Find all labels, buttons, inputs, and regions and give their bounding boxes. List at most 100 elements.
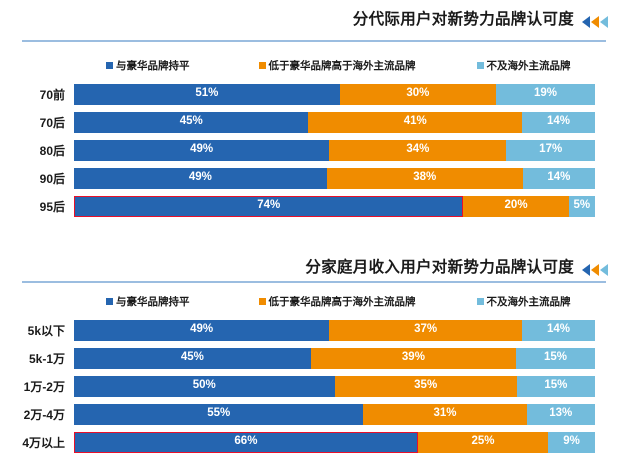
bar-segment[interactable]: 13% <box>526 403 595 425</box>
bar-segment[interactable]: 51% <box>74 83 340 105</box>
bar-segment[interactable]: 30% <box>339 83 496 105</box>
bar-row: 90后 49% 38% 14% <box>0 166 620 190</box>
page-title: 分代际用户对新势力品牌认可度 <box>352 11 574 28</box>
bar-segment[interactable]: 15% <box>516 375 595 397</box>
title-arrows <box>581 264 608 276</box>
bar-value-label: 31% <box>433 407 457 420</box>
bar-row: 80后 49% 34% 17% <box>0 138 620 162</box>
category-label: 80后 <box>39 143 65 158</box>
triangle-left-lightblue-icon <box>600 264 608 276</box>
category-label: 5k-1万 <box>28 351 65 366</box>
bar-segment[interactable]: 74% <box>74 195 464 217</box>
bar-segment[interactable]: 14% <box>522 319 595 341</box>
bar-segment[interactable]: 14% <box>522 111 595 133</box>
bar-value-label: 17% <box>539 143 563 156</box>
bar-value-label: 14% <box>547 115 571 128</box>
bar-value-label: 41% <box>403 115 427 128</box>
legend-item[interactable]: 与豪华品牌持平 <box>106 294 190 309</box>
category-label: 90后 <box>39 171 65 186</box>
stacked-bar-track: 50% 35% 15% <box>74 375 595 397</box>
bar-segment[interactable]: 49% <box>74 167 327 189</box>
bar-segment[interactable]: 14% <box>522 167 595 189</box>
category-label: 1万-2万 <box>23 379 65 394</box>
legend-item[interactable]: 不及海外主流品牌 <box>476 294 571 309</box>
category-label: 70后 <box>39 115 65 130</box>
chart-legend: 与豪华品牌持平 低于豪华品牌高于海外主流品牌 不及海外主流品牌 <box>0 292 620 310</box>
bar-segment[interactable]: 31% <box>363 403 527 425</box>
category-label: 2万-4万 <box>23 407 65 422</box>
bar-segment[interactable]: 49% <box>74 139 330 161</box>
bar-value-label: 5% <box>573 199 591 212</box>
stacked-bar-track: 49% 38% 14% <box>74 167 595 189</box>
legend-item[interactable]: 不及海外主流品牌 <box>476 58 571 73</box>
bar-segment[interactable]: 25% <box>417 431 549 453</box>
title-arrows <box>581 16 608 28</box>
bar-value-label: 20% <box>504 199 528 212</box>
bar-segment[interactable]: 5% <box>568 195 595 217</box>
bar-row: 2万-4万 55% 31% 13% <box>0 402 620 426</box>
bar-segment[interactable]: 38% <box>326 167 523 189</box>
bar-segment[interactable]: 66% <box>74 431 418 453</box>
stacked-bar-track: 55% 31% 13% <box>74 403 595 425</box>
bar-row: 70后 45% 41% 14% <box>0 110 620 134</box>
bar-row: 4万以上 66% 25% 9% <box>0 430 620 454</box>
triangle-left-blue-icon <box>582 16 590 28</box>
stacked-bar-chart: 70前 51% 30% 19% 70后 45% 41% 14% 80后 49% 34% 17% 90后 4… <box>0 82 620 222</box>
bar-segment[interactable]: 35% <box>334 375 517 397</box>
stacked-bar-track: 49% 34% 17% <box>74 139 595 161</box>
bar-value-label: 55% <box>207 407 231 420</box>
bar-value-label: 14% <box>547 323 571 336</box>
bar-value-label: 38% <box>413 171 437 184</box>
stacked-bar-track: 45% 39% 15% <box>74 347 595 369</box>
bar-row: 95后 74% 20% 5% <box>0 194 620 218</box>
bar-value-label: 19% <box>533 87 557 100</box>
bar-segment[interactable]: 45% <box>74 347 311 369</box>
title-divider <box>22 281 606 283</box>
bar-segment[interactable]: 41% <box>308 111 523 133</box>
bar-row: 5k-1万 45% 39% 15% <box>0 346 620 370</box>
chart-legend: 与豪华品牌持平 低于豪华品牌高于海外主流品牌 不及海外主流品牌 <box>0 56 620 74</box>
bar-value-label: 14% <box>547 171 571 184</box>
bar-segment[interactable]: 17% <box>506 139 595 161</box>
bar-value-label: 39% <box>401 351 425 364</box>
bar-segment[interactable]: 20% <box>463 195 569 217</box>
bar-value-label: 37% <box>414 323 438 336</box>
legend-item[interactable]: 低于豪华品牌高于海外主流品牌 <box>258 58 416 73</box>
legend-item-label: 与豪华品牌持平 <box>116 295 190 308</box>
bar-segment[interactable]: 37% <box>329 319 523 341</box>
legend-item[interactable]: 低于豪华品牌高于海外主流品牌 <box>258 294 416 309</box>
bar-value-label: 51% <box>195 87 219 100</box>
bar-segment[interactable]: 55% <box>74 403 364 425</box>
legend-item[interactable]: 与豪华品牌持平 <box>106 58 190 73</box>
legend-item-label: 与豪华品牌持平 <box>116 59 190 72</box>
bar-value-label: 35% <box>414 379 438 392</box>
bar-row: 5k以下 49% 37% 14% <box>0 318 620 342</box>
triangle-left-blue-icon <box>582 264 590 276</box>
bar-segment[interactable]: 9% <box>548 431 595 453</box>
bar-row: 70前 51% 30% 19% <box>0 82 620 106</box>
category-label: 4万以上 <box>22 435 65 450</box>
title-divider <box>22 40 606 42</box>
bar-value-label: 9% <box>563 435 580 448</box>
bar-segment[interactable]: 34% <box>329 139 507 161</box>
triangle-left-orange-icon <box>591 16 599 28</box>
legend-swatch-lightblue-icon <box>476 297 484 305</box>
bar-segment[interactable]: 15% <box>516 347 595 369</box>
stacked-bar-chart: 5k以下 49% 37% 14% 5k-1万 45% 39% 15% 1万-2万 50% 35% 15… <box>0 318 620 458</box>
stacked-bar-track: 66% 25% 9% <box>74 431 595 453</box>
chart-panel-generation: 分代际用户对新势力品牌认可度 与豪华品牌持平 低于豪华品牌高于海外主流品牌 不及海外… <box>0 0 620 217</box>
bar-value-label: 13% <box>549 407 573 420</box>
legend-swatch-blue-icon <box>106 297 113 305</box>
bar-segment[interactable]: 50% <box>74 375 335 397</box>
bar-segment[interactable]: 19% <box>496 83 595 105</box>
bar-value-label: 66% <box>234 435 258 448</box>
stacked-bar-track: 74% 20% 5% <box>74 195 595 217</box>
bar-segment[interactable]: 49% <box>74 319 330 341</box>
bar-value-label: 25% <box>471 435 495 448</box>
bar-value-label: 49% <box>190 323 214 336</box>
bar-row: 1万-2万 50% 35% 15% <box>0 374 620 398</box>
bar-segment[interactable]: 45% <box>74 111 309 133</box>
bar-segment[interactable]: 39% <box>310 347 517 369</box>
category-label: 5k以下 <box>27 323 65 338</box>
legend-swatch-orange-icon <box>258 61 266 69</box>
